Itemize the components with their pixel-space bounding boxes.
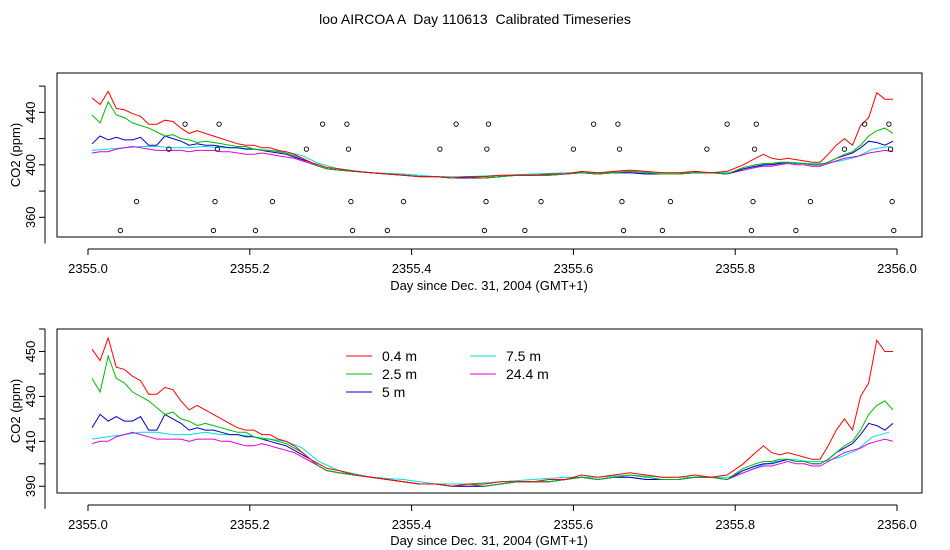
x-tick-label: 2355.2 bbox=[230, 517, 270, 532]
scatter-point bbox=[483, 198, 489, 205]
bottom-y-axis: 390 410 430 450 bbox=[23, 328, 46, 509]
scatter-point bbox=[484, 146, 490, 152]
scatter-point bbox=[252, 227, 259, 234]
top-series-lines bbox=[91, 90, 894, 179]
top-y-axis: 360 400 440 bbox=[23, 85, 46, 244]
legend-label: 24.4 m bbox=[506, 366, 549, 382]
legend-label: 7.5 m bbox=[506, 348, 541, 364]
scatter-point bbox=[667, 198, 674, 205]
series-line-7-5-m bbox=[91, 145, 889, 178]
x-tick-label: 2355.4 bbox=[392, 517, 432, 532]
scatter-point bbox=[891, 227, 897, 234]
scatter-point bbox=[841, 146, 848, 152]
scatter-point bbox=[481, 227, 488, 234]
scatter-point bbox=[384, 227, 390, 234]
y-tick-label: 360 bbox=[23, 206, 38, 228]
x-tick-label: 2355.8 bbox=[715, 261, 755, 276]
scatter-point bbox=[345, 146, 352, 152]
y-tick-label: 450 bbox=[23, 341, 38, 363]
scatter-point bbox=[453, 121, 459, 127]
scatter-point bbox=[303, 146, 310, 152]
scatter-point bbox=[437, 146, 443, 152]
bottom-panel: CO2 (ppm) Day since Dec. 31, 2004 (GMT+1… bbox=[8, 328, 923, 548]
scatter-point bbox=[793, 227, 799, 234]
scatter-point bbox=[807, 198, 814, 205]
x-tick-label: 2355.0 bbox=[68, 261, 108, 276]
scatter-point bbox=[400, 198, 407, 205]
top-ylabel: CO2 (ppm) bbox=[8, 123, 23, 187]
x-tick-label: 2355.6 bbox=[554, 261, 594, 276]
scatter-point bbox=[348, 198, 354, 205]
scatter-point bbox=[210, 227, 217, 234]
y-tick-label: 410 bbox=[23, 430, 38, 452]
bottom-ylabel: CO2 (ppm) bbox=[8, 379, 23, 443]
scatter-point bbox=[748, 227, 755, 234]
legend: 0.4 m 2.5 m 5 m 7.5 m 24.4 m bbox=[346, 348, 549, 400]
scatter-point bbox=[166, 146, 172, 152]
series-line-2-5-m bbox=[91, 354, 894, 487]
scatter-point bbox=[619, 198, 625, 205]
bottom-xlabel: Day since Dec. 31, 2004 (GMT+1) bbox=[390, 533, 588, 548]
scatter-point bbox=[886, 121, 892, 127]
top-xlabel: Day since Dec. 31, 2004 (GMT+1) bbox=[390, 278, 588, 293]
legend-label: 2.5 m bbox=[382, 366, 417, 382]
bottom-plot-frame bbox=[56, 328, 923, 494]
scatter-point bbox=[724, 121, 730, 127]
x-tick-label: 2355.8 bbox=[715, 517, 755, 532]
bottom-series-lines bbox=[91, 336, 894, 487]
y-tick-label: 390 bbox=[23, 475, 38, 497]
top-plot-frame bbox=[56, 72, 923, 238]
scatter-point bbox=[319, 121, 326, 127]
scatter-point bbox=[620, 227, 627, 234]
page-title: loo AIRCOA A Day 110613 Calibrated Times… bbox=[319, 11, 631, 27]
scatter-point bbox=[704, 146, 710, 152]
series-line-24-4-m bbox=[91, 431, 894, 487]
scatter-point bbox=[133, 198, 140, 205]
scatter-point bbox=[659, 227, 666, 234]
scatter-point bbox=[269, 198, 276, 205]
scatter-point bbox=[538, 198, 544, 205]
scatter-point bbox=[344, 121, 350, 127]
scatter-point bbox=[616, 146, 623, 152]
scatter-point bbox=[887, 146, 894, 152]
scatter-point bbox=[212, 198, 218, 205]
top-scatter-points bbox=[117, 121, 897, 234]
series-line-0-4-m bbox=[91, 90, 893, 179]
scatter-point bbox=[522, 227, 528, 234]
scatter-point bbox=[889, 198, 895, 205]
scatter-point bbox=[751, 146, 758, 152]
y-tick-label: 440 bbox=[23, 102, 38, 124]
legend-label: 5 m bbox=[382, 384, 405, 400]
scatter-point bbox=[216, 121, 222, 127]
scatter-point bbox=[117, 227, 124, 234]
x-tick-label: 2355.0 bbox=[68, 517, 108, 532]
scatter-point bbox=[485, 121, 492, 127]
scatter-point bbox=[615, 121, 621, 127]
series-line-24-4-m bbox=[91, 145, 894, 179]
scatter-point bbox=[349, 227, 356, 234]
top-x-axis: 2355.0 2355.2 2355.4 2355.6 2355.8 2356.0 bbox=[68, 248, 917, 276]
series-line-7-5-m bbox=[91, 431, 890, 485]
bottom-x-axis: 2355.0 2355.2 2355.4 2355.6 2355.8 2356.0 bbox=[68, 504, 917, 532]
scatter-point bbox=[590, 121, 597, 127]
x-tick-label: 2355.6 bbox=[554, 517, 594, 532]
scatter-point bbox=[750, 198, 756, 205]
series-line-0-4-m bbox=[91, 336, 893, 487]
series-line-2-5-m bbox=[91, 100, 894, 179]
x-tick-label: 2355.2 bbox=[230, 261, 270, 276]
x-tick-label: 2355.4 bbox=[392, 261, 432, 276]
scatter-point bbox=[214, 146, 221, 152]
scatter-point bbox=[861, 121, 868, 127]
y-tick-label: 400 bbox=[23, 154, 38, 176]
x-tick-label: 2356.0 bbox=[877, 517, 917, 532]
scatter-point bbox=[182, 121, 188, 127]
legend-label: 0.4 m bbox=[382, 348, 417, 364]
top-panel: CO2 (ppm) Day since Dec. 31, 2004 (GMT+1… bbox=[8, 72, 923, 293]
scatter-point bbox=[753, 121, 759, 127]
y-tick-label: 430 bbox=[23, 386, 38, 408]
x-tick-label: 2356.0 bbox=[877, 261, 917, 276]
scatter-point bbox=[570, 146, 577, 152]
